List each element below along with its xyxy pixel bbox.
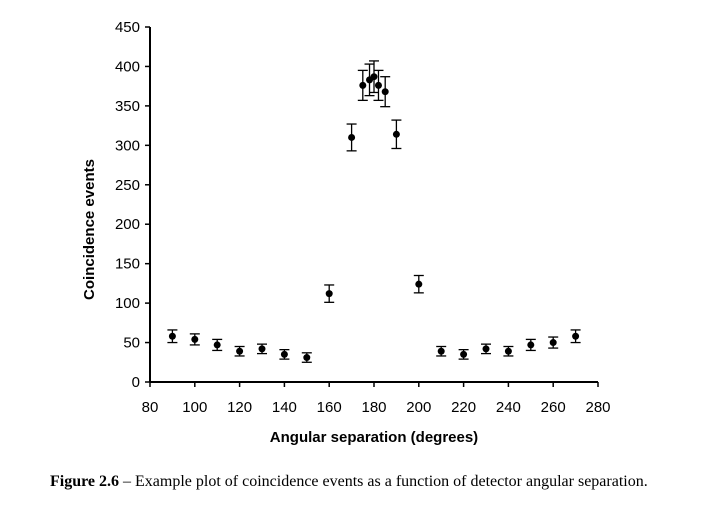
chart: 0 50 100 150 200 250 300 350 400 450 80 100 120 140 16… [81,19,611,446]
data-point [370,73,378,81]
figure-caption: Figure 2.6 – Example plot of coincidence… [50,472,690,492]
data-point [303,354,311,362]
data-point [325,290,333,298]
data-point [191,335,199,343]
data-point [437,347,445,355]
x-tick-label: 80 [142,399,159,416]
y-tick-label: 400 [115,58,140,75]
x-tick-label: 140 [272,399,297,416]
x-tick-label: 120 [227,399,252,416]
data-point [504,347,512,355]
data-point [381,88,389,96]
x-tick-label: 280 [585,399,610,416]
data-point [236,347,244,355]
y-axis-label: Coincidence events [81,159,98,300]
y-tick-label: 200 [115,216,140,233]
caption-label: Figure 2.6 [50,473,120,490]
y-tick-label: 250 [115,177,140,194]
x-tick-label: 180 [361,399,386,416]
data-point [415,280,423,288]
y-tick-label: 0 [132,374,140,391]
caption-text: – Example plot of coincidence events as … [119,473,648,490]
data-point [392,130,400,138]
data-point [572,332,580,340]
data-point [213,341,221,349]
data-point [258,345,266,353]
data-point [549,339,557,347]
x-axis-label: Angular separation (degrees) [270,429,478,446]
data-point [482,345,490,353]
data-point [359,81,367,89]
y-tick-label: 150 [115,256,140,273]
x-tick-label: 100 [182,399,207,416]
data-point [527,341,535,349]
x-tick-label: 200 [406,399,431,416]
y-tick-label: 50 [123,335,140,352]
y-tick-label: 450 [115,19,140,36]
x-tick-label: 240 [496,399,521,416]
x-tick-label: 220 [451,399,476,416]
data-point [374,81,382,89]
data-point [460,350,468,358]
data-point [348,133,356,141]
data-point [168,332,176,340]
data-point [280,350,288,358]
y-tick-label: 100 [115,295,140,312]
y-tick-label: 300 [115,137,140,154]
y-tick-label: 350 [115,98,140,115]
x-tick-label: 160 [317,399,342,416]
x-tick-label: 260 [541,399,566,416]
